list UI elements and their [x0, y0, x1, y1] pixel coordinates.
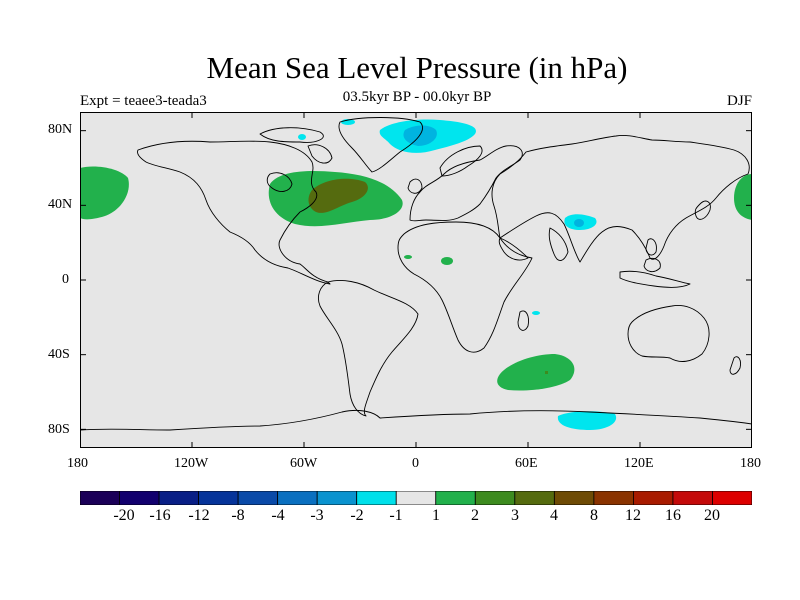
colorbar-swatch: [316, 491, 358, 505]
colorbar-swatch: [712, 491, 752, 505]
colorbar-swatch: [80, 491, 120, 505]
north-pacific-east-field: [734, 174, 752, 220]
north-atlantic-core-field: [308, 178, 368, 213]
arabia-coast: [498, 237, 529, 261]
indonesia-coast: [619, 270, 691, 288]
australia-coast: [627, 305, 710, 362]
scandinavia-coast: [439, 145, 483, 177]
colorbar-swatch: [356, 491, 397, 505]
colorbar-label: 12: [625, 507, 641, 524]
colorbar-label: 4: [550, 507, 558, 524]
x-tick-label: 180: [67, 456, 88, 471]
colorbar-swatch: [474, 491, 516, 505]
colorbar: [80, 491, 752, 505]
colorbar-swatch: [514, 491, 555, 505]
chart-subtitle: 03.5kyr BP - 00.0kyr BP: [342, 89, 492, 105]
colorbar-swatch: [237, 491, 279, 505]
colorbar-swatch: [119, 491, 160, 505]
x-tick-label: 120W: [174, 456, 209, 471]
antarctic-low-field: [557, 411, 617, 430]
arctic-islands-coast: [259, 127, 324, 143]
tick-marks: [80, 112, 752, 448]
coastlines: [80, 117, 752, 431]
new-zealand-coast: [729, 356, 741, 375]
hudson-bay-coast: [266, 172, 293, 192]
colorbar-swatch: [198, 491, 239, 505]
x-tick-label: 60E: [515, 456, 538, 471]
southern-indian-core-dot: [545, 371, 548, 374]
y-tick-label: 40N: [48, 197, 73, 212]
y-tick-label: 80S: [48, 422, 70, 437]
colorbar-swatch: [158, 491, 199, 505]
colorbar-swatch: [435, 491, 476, 505]
anomaly-fields: [80, 119, 752, 430]
madagascar-coast: [517, 310, 529, 331]
africa-positive-spot: [441, 257, 453, 265]
africa-positive-spot: [404, 255, 412, 259]
colorbar-swatch: [553, 491, 595, 505]
season-label: DJF: [726, 93, 752, 109]
south-america-coast: [317, 279, 419, 417]
greenland-coast: [338, 117, 423, 173]
colorbar-label: 8: [590, 507, 598, 524]
experiment-label: Expt = teaee3-teada3: [80, 93, 207, 109]
map-background: [80, 112, 752, 448]
north-america-coast: [137, 140, 331, 285]
north-pacific-west-field: [80, 166, 129, 220]
indian-ocean-small-negative: [532, 311, 540, 315]
colorbar-swatch: [277, 491, 318, 505]
x-tick-label: 0: [412, 456, 419, 471]
baffin-island-coast: [307, 144, 333, 164]
colorbar-label: -1: [389, 507, 403, 524]
colorbar-swatch: [633, 491, 674, 505]
y-tick-label: 80N: [48, 122, 73, 137]
colorbar-swatch: [593, 491, 634, 505]
x-tick-label: 60W: [290, 456, 318, 471]
asia-coast: [491, 135, 750, 263]
colorbar-label: 3: [511, 507, 519, 524]
colorbar-label: -12: [188, 507, 210, 524]
colorbar-label: -3: [310, 507, 324, 524]
antarctica-coast: [80, 409, 752, 431]
colorbar-label: -20: [113, 507, 135, 524]
colorbar-label: 20: [704, 507, 720, 524]
india-coast: [548, 227, 569, 261]
colorbar-label: -8: [231, 507, 245, 524]
map-svg: [80, 112, 752, 448]
europe-coast: [409, 145, 523, 222]
y-tick-label: 0: [62, 272, 69, 287]
colorbar-label: -16: [149, 507, 171, 524]
philippines-coast: [645, 238, 657, 256]
greenland-small-negative: [298, 134, 306, 140]
colorbar-label: 1: [432, 507, 440, 524]
y-tick-label: 40S: [48, 347, 70, 362]
southern-indian-high-field: [497, 354, 575, 391]
x-tick-label: 120E: [624, 456, 654, 471]
colorbar-label: 16: [665, 507, 681, 524]
chart-title: Mean Sea Level Pressure (in hPa): [206, 50, 628, 85]
greenland-low-core-field: [403, 125, 437, 146]
borneo-coast: [643, 257, 661, 273]
map-panel: [80, 112, 752, 448]
colorbar-svg: [80, 491, 752, 505]
britain-coast: [407, 178, 423, 194]
tibet-low-core: [574, 219, 584, 227]
japan-coast: [694, 200, 711, 220]
x-tick-label: 180: [740, 456, 761, 471]
africa-coast: [397, 221, 533, 353]
colorbar-label: -2: [350, 507, 364, 524]
colorbar-label: 2: [471, 507, 479, 524]
colorbar-swatch: [672, 491, 713, 505]
colorbar-swatch: [395, 491, 437, 505]
colorbar-label: -4: [271, 507, 285, 524]
